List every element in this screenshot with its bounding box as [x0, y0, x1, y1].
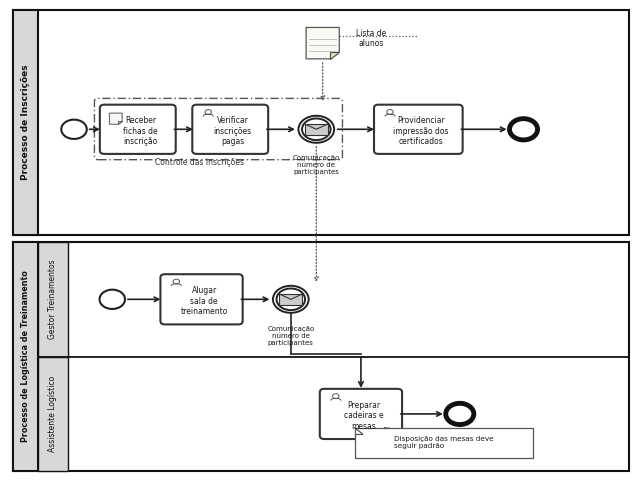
Circle shape — [332, 394, 339, 399]
Bar — [279, 294, 302, 304]
Circle shape — [273, 286, 309, 313]
Circle shape — [173, 279, 180, 284]
Bar — [305, 124, 328, 135]
FancyBboxPatch shape — [160, 274, 243, 324]
Text: Providenciar
impressão dos
certificados: Providenciar impressão dos certificados — [393, 116, 449, 146]
Text: Comunicação
número de
participantes: Comunicação número de participantes — [293, 155, 340, 176]
Bar — [13, 10, 38, 235]
Polygon shape — [118, 121, 122, 124]
Bar — [38, 242, 68, 357]
Bar — [13, 242, 629, 471]
Text: Assistente Logístico: Assistente Logístico — [49, 376, 58, 452]
Circle shape — [446, 403, 473, 424]
Polygon shape — [330, 52, 339, 59]
Text: Lista de
alunos: Lista de alunos — [356, 29, 386, 48]
Circle shape — [509, 119, 537, 140]
Polygon shape — [109, 113, 122, 124]
Bar — [13, 242, 38, 471]
Text: Disposição das mesas deve
seguir padrão: Disposição das mesas deve seguir padrão — [394, 436, 494, 449]
Text: Gestor Treinamentos: Gestor Treinamentos — [49, 259, 58, 339]
Bar — [355, 428, 533, 458]
Circle shape — [302, 119, 330, 140]
Polygon shape — [306, 28, 339, 59]
Text: Preparar
cadeiras e
mesas: Preparar cadeiras e mesas — [344, 401, 383, 431]
FancyBboxPatch shape — [374, 105, 463, 154]
Text: Comunicação
número de
participantes: Comunicação número de participantes — [267, 326, 314, 346]
Bar — [13, 10, 629, 235]
Circle shape — [387, 109, 393, 114]
Circle shape — [100, 289, 125, 309]
Text: Alugar
sala de
treinamento: Alugar sala de treinamento — [180, 287, 227, 316]
Circle shape — [298, 116, 334, 143]
Text: Controle das inscrições: Controle das inscrições — [155, 158, 243, 167]
Text: Receber
fichas de
inscrição: Receber fichas de inscrição — [123, 116, 158, 146]
Circle shape — [205, 109, 212, 114]
Text: Verificar
inscrições
pagas: Verificar inscrições pagas — [213, 116, 252, 146]
FancyBboxPatch shape — [192, 105, 268, 154]
Text: Processo de Logística de Treinamento: Processo de Logística de Treinamento — [21, 271, 30, 442]
Circle shape — [61, 120, 87, 139]
Bar — [38, 357, 68, 471]
Circle shape — [277, 288, 305, 310]
FancyBboxPatch shape — [100, 105, 176, 154]
FancyBboxPatch shape — [320, 389, 402, 439]
Text: Processo de Inscrições: Processo de Inscrições — [21, 65, 30, 181]
